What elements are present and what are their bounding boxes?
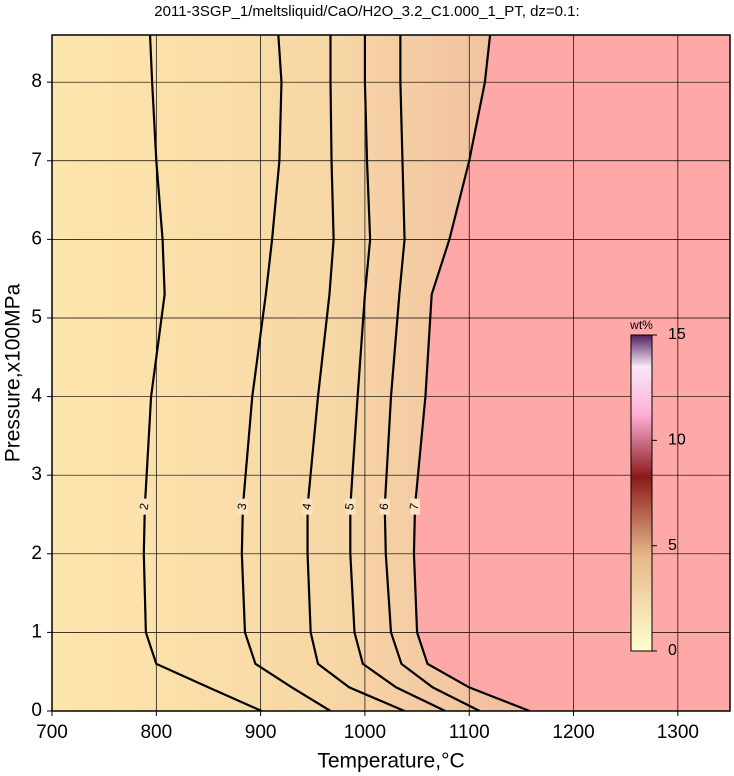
contour-label-bg (237, 498, 248, 515)
contour-label-bg (139, 498, 150, 515)
contour-label-bg (345, 498, 356, 515)
x-tick-label: 1100 (449, 722, 490, 743)
contour-line (383, 35, 481, 711)
contour-label: 6 (376, 502, 391, 511)
x-tick-label: 1000 (344, 722, 386, 743)
contour-label: 2 (137, 502, 152, 511)
y-tick-label: 6 (31, 228, 42, 249)
contour-line (142, 35, 263, 711)
contour-label: 7 (407, 502, 422, 511)
plot-frame (51, 34, 731, 712)
x-axis-label: Temperature,°C (317, 750, 464, 773)
contour-line (240, 35, 332, 711)
colorbar-tick-label: 5 (668, 537, 677, 554)
x-tick-label: 1300 (657, 722, 699, 743)
y-tick-label: 5 (31, 307, 42, 328)
colorbar-tick-label: 10 (668, 432, 686, 449)
contour-line (349, 35, 446, 711)
colorbar (630, 334, 653, 652)
y-tick-label: 1 (31, 621, 42, 642)
y-tick-label: 2 (31, 543, 42, 564)
colorbar-tick-label: 15 (668, 326, 686, 343)
y-tick-label: 0 (31, 700, 42, 721)
contour-label: 4 (299, 502, 314, 511)
plot-area: 2 3 4 5 6 7 (52, 35, 730, 711)
contour-label: 3 (235, 502, 250, 511)
contour-label-bg (379, 498, 390, 515)
contour-label-bg (409, 498, 420, 515)
y-tick-label: 8 (31, 71, 42, 92)
y-axis-label: Pressure,x100MPa (2, 283, 25, 462)
contour-label-bg (302, 498, 313, 515)
contour-label: 5 (342, 502, 357, 511)
colorbar-tick-label: 0 (668, 642, 677, 659)
chart-title: 2011-3SGP_1/meltsliquid/CaO/H2O_3.2_C1.0… (154, 3, 579, 20)
x-tick-label: 900 (245, 722, 277, 743)
y-tick-label: 3 (31, 464, 42, 485)
y-tick-label: 4 (31, 386, 42, 407)
y-tick-label: 7 (31, 150, 42, 171)
colorbar-label: wt% (629, 318, 653, 332)
x-tick-label: 800 (140, 722, 172, 743)
x-tick-label: 700 (36, 722, 68, 743)
contour-line (412, 35, 531, 711)
x-tick-label: 1200 (552, 722, 594, 743)
contour-line (306, 35, 405, 711)
